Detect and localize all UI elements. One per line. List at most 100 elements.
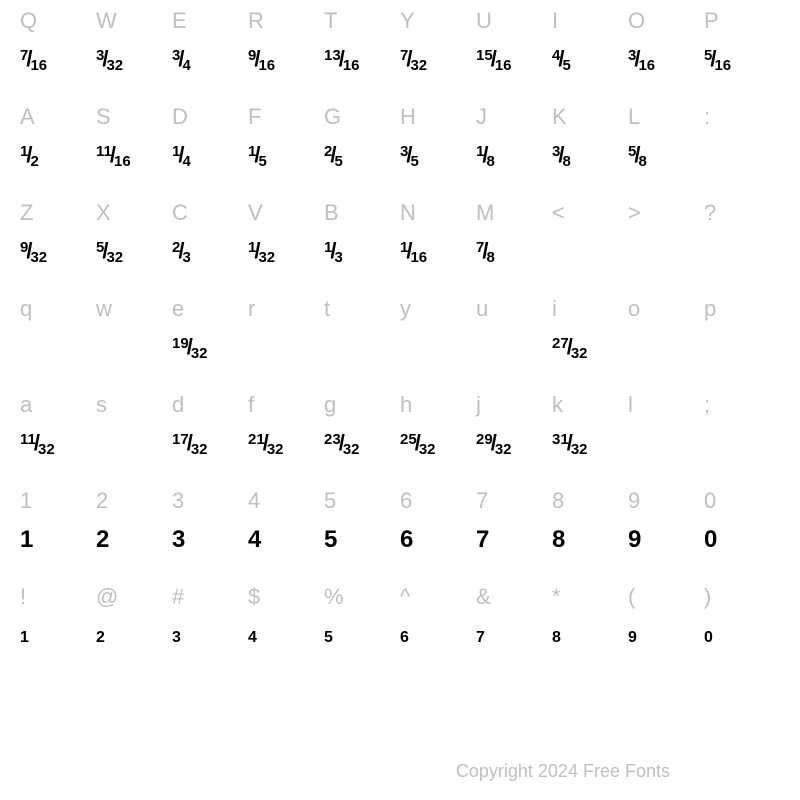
glyph-output: 25/32 (400, 430, 436, 458)
key-label: O (628, 8, 645, 34)
key-label: E (172, 8, 187, 34)
glyph-output: 2 (96, 622, 105, 650)
glyph-output: 7/32 (400, 46, 427, 74)
glyph-output: 1 (20, 526, 33, 554)
key-label: H (400, 104, 416, 130)
char-cell: i27/32 (552, 296, 628, 392)
key-label: 7 (476, 488, 488, 514)
glyph-output: 3/4 (172, 46, 191, 74)
key-label: q (20, 296, 32, 322)
glyph-output: 13/16 (324, 46, 360, 74)
key-label: e (172, 296, 184, 322)
glyph-output: 5 (324, 526, 337, 554)
char-cell: I4/5 (552, 8, 628, 104)
key-label: Z (20, 200, 33, 226)
char-cell: C 2/3 (172, 200, 248, 296)
key-label: r (248, 296, 255, 322)
key-label: a (20, 392, 32, 418)
glyph-output: 15/16 (476, 46, 512, 74)
char-cell: 22 (96, 488, 172, 584)
key-label: $ (248, 584, 260, 610)
char-cell: ; (704, 392, 780, 488)
key-label: ^ (400, 584, 410, 610)
key-label: u (476, 296, 488, 322)
key-label: V (248, 200, 263, 226)
glyph-output: 11/16 (96, 142, 131, 170)
glyph-output: 1/5 (248, 142, 267, 170)
glyph-output: 8 (552, 526, 565, 554)
key-label: y (400, 296, 411, 322)
glyph-output: 7 (476, 622, 485, 650)
key-label: C (172, 200, 188, 226)
key-label: 5 (324, 488, 336, 514)
glyph-output: 2 (96, 526, 109, 554)
key-label: S (96, 104, 111, 130)
key-label: R (248, 8, 264, 34)
char-cell: W3/32 (96, 8, 172, 104)
glyph-output: 1 (20, 622, 29, 650)
char-cell: 11 (20, 488, 96, 584)
char-cell: r (248, 296, 324, 392)
glyph-output: 4 (248, 622, 257, 650)
glyph-output: 7 (476, 526, 489, 554)
key-label: Y (400, 8, 415, 34)
char-cell: 55 (324, 488, 400, 584)
glyph-output: 3/16 (628, 46, 655, 74)
key-label: 0 (704, 488, 716, 514)
char-cell: N1/16 (400, 200, 476, 296)
char-cell: B1/3 (324, 200, 400, 296)
char-cell: e19/32 (172, 296, 248, 392)
char-cell: H3/5 (400, 104, 476, 200)
key-label: U (476, 8, 492, 34)
glyph-output: 0 (704, 622, 713, 650)
char-cell: 77 (476, 488, 552, 584)
glyph-output: 9/32 (20, 238, 47, 266)
key-label: : (704, 104, 710, 130)
char-cell: L5/8 (628, 104, 704, 200)
char-cell: a 11/32 (20, 392, 96, 488)
glyph-output: 1/16 (400, 238, 427, 266)
char-cell: (9 (628, 584, 704, 680)
key-label: ? (704, 200, 716, 226)
char-cell: s (96, 392, 172, 488)
char-cell: A1/2 (20, 104, 96, 200)
char-cell: X5/32 (96, 200, 172, 296)
key-label: 4 (248, 488, 260, 514)
char-cell: &7 (476, 584, 552, 680)
key-label: 9 (628, 488, 640, 514)
key-label: Q (20, 8, 37, 34)
char-cell: V1/32 (248, 200, 324, 296)
glyph-output: 4 (248, 526, 261, 554)
key-label: f (248, 392, 254, 418)
char-cell: > (628, 200, 704, 296)
char-cell: q (20, 296, 96, 392)
key-label: K (552, 104, 567, 130)
char-cell: 00 (704, 488, 780, 584)
char-cell: %5 (324, 584, 400, 680)
key-label: F (248, 104, 261, 130)
glyph-output: 1/3 (324, 238, 343, 266)
glyph-output: 6 (400, 622, 409, 650)
glyph-output: 17/32 (172, 430, 208, 458)
glyph-output: 2/3 (172, 238, 191, 266)
char-cell: O 3/16 (628, 8, 704, 104)
copyright-footer: Copyright 2024 Free Fonts (456, 761, 670, 782)
char-cell: ^6 (400, 584, 476, 680)
char-cell: G2/5 (324, 104, 400, 200)
glyph-output: 9 (628, 526, 641, 554)
glyph-output: 3 (172, 622, 181, 650)
char-cell: 33 (172, 488, 248, 584)
key-label: L (628, 104, 640, 130)
char-cell: d17/32 (172, 392, 248, 488)
character-map-grid: Q7/16W3/32E3/4R9/16T13/16Y7/32U15/16I4/5… (0, 0, 800, 680)
glyph-output: 23/32 (324, 430, 360, 458)
char-cell: U 15/16 (476, 8, 552, 104)
key-label: & (476, 584, 491, 610)
key-label: @ (96, 584, 118, 610)
key-label: I (552, 8, 558, 34)
glyph-output: 0 (704, 526, 717, 554)
char-cell: y (400, 296, 476, 392)
glyph-output: 11/32 (20, 430, 55, 458)
char-cell: *8 (552, 584, 628, 680)
glyph-output: 7/16 (20, 46, 47, 74)
